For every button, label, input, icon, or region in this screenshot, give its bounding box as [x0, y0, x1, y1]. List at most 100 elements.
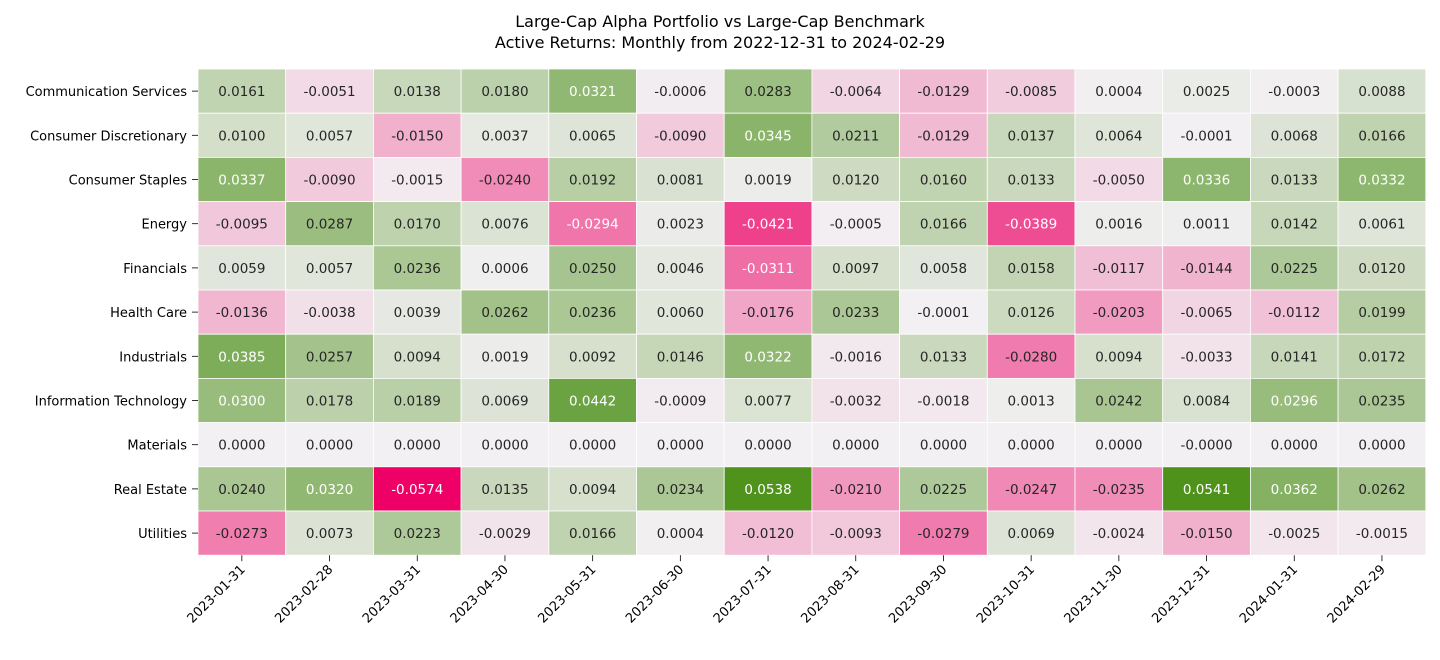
cell-value-label: -0.0144: [1180, 261, 1232, 277]
heatmap-cell: [372, 333, 462, 379]
cell-value-label: -0.0050: [1093, 173, 1145, 189]
heatmap-cell: [1162, 245, 1251, 291]
cell-value-label: 0.0138: [394, 84, 441, 100]
cell-value-label: 0.0060: [657, 305, 704, 321]
heatmap-cell: [636, 201, 725, 247]
cell-value-label: 0.0235: [1358, 394, 1405, 410]
cell-value-label: 0.0146: [657, 349, 704, 365]
column-label: 2023-08-31: [799, 562, 863, 626]
cell-value-label: 0.0262: [1358, 482, 1405, 498]
cell-value-label: -0.0001: [1180, 128, 1232, 144]
heatmap-cell: [811, 422, 901, 468]
cell-value-label: 0.0133: [1008, 173, 1055, 189]
heatmap-cell: [1162, 510, 1251, 556]
cell-value-label: 0.0059: [218, 261, 265, 277]
heatmap-cell: [548, 112, 637, 158]
cell-value-label: 0.0320: [306, 482, 353, 498]
cell-value-label: 0.0283: [744, 84, 791, 100]
cell-value-label: 0.0000: [657, 438, 704, 454]
column-label: 2023-05-31: [535, 562, 599, 626]
cell-value-label: 0.0178: [306, 394, 353, 410]
heatmap-cell: [899, 422, 988, 468]
heatmap-cell: [1074, 333, 1164, 379]
row-label: Utilities: [138, 527, 187, 542]
cell-value-label: -0.0016: [830, 349, 882, 365]
heatmap-cell: [1337, 68, 1427, 114]
cell-value-label: 0.0538: [744, 482, 791, 498]
cell-value-label: -0.0024: [1093, 526, 1145, 542]
cell-value-label: 0.0137: [1008, 128, 1055, 144]
cell-value-label: 0.0006: [481, 261, 528, 277]
cell-value-label: 0.0160: [920, 173, 967, 189]
cell-value-label: 0.0000: [1095, 438, 1142, 454]
row-label: Energy: [141, 218, 187, 233]
cell-value-label: 0.0000: [744, 438, 791, 454]
cell-value-label: 0.0057: [306, 128, 353, 144]
cell-value-label: -0.0038: [303, 305, 355, 321]
heatmap-cell: [636, 466, 725, 512]
cell-value-label: 0.0065: [569, 128, 616, 144]
heatmap-cell: [1162, 201, 1251, 247]
cell-value-label: 0.0019: [481, 349, 528, 365]
heatmap-cell: [636, 510, 725, 556]
cell-value-label: -0.0117: [1093, 261, 1145, 277]
cell-value-label: 0.0362: [1271, 482, 1318, 498]
cell-value-label: -0.0090: [303, 173, 355, 189]
cell-value-label: 0.0142: [1271, 217, 1318, 233]
heatmap-cell: [1162, 68, 1251, 114]
cell-value-label: 0.0385: [218, 349, 265, 365]
row-label: Health Care: [110, 306, 187, 321]
row-label: Consumer Staples: [69, 174, 188, 189]
cell-value-label: -0.0235: [1093, 482, 1145, 498]
cell-value-label: 0.0133: [1271, 173, 1318, 189]
column-label: 2023-04-30: [448, 562, 512, 626]
heatmap-cell: [1074, 289, 1164, 335]
cell-value-label: -0.0018: [917, 394, 969, 410]
cell-value-label: -0.0015: [1356, 526, 1408, 542]
heatmap-cell: [723, 112, 813, 158]
cell-value-label: -0.0065: [1180, 305, 1232, 321]
cell-value-label: 0.0046: [657, 261, 704, 277]
heatmap-cell: [548, 289, 637, 335]
heatmap-cell: [1337, 333, 1427, 379]
cell-value-label: 0.0296: [1271, 394, 1318, 410]
heatmap-cell: [197, 201, 287, 247]
cell-value-label: 0.0242: [1095, 394, 1142, 410]
cell-value-label: -0.0247: [1005, 482, 1057, 498]
heatmap-cell: [899, 510, 988, 556]
cell-value-label: 0.0004: [657, 526, 704, 542]
cell-value-label: -0.0203: [1093, 305, 1145, 321]
heatmap-cell: [723, 156, 813, 202]
column-label: 2024-02-29: [1325, 562, 1389, 626]
heatmap-cell: [285, 466, 374, 512]
cell-value-label: -0.0064: [830, 84, 882, 100]
heatmap-cell: [1337, 510, 1427, 556]
heatmap-cell: [460, 112, 550, 158]
heatmap-cell: [1074, 112, 1164, 158]
row-label: Information Technology: [35, 395, 188, 410]
cell-value-label: 0.0061: [1358, 217, 1405, 233]
heatmap-cell: [548, 245, 637, 291]
heatmap-cell: [1074, 201, 1164, 247]
heatmap-cell: [197, 377, 287, 423]
cell-value-label: 0.0166: [569, 526, 616, 542]
heatmap-cell: [723, 422, 813, 468]
cell-value-label: 0.0262: [481, 305, 528, 321]
heatmap-cell: [811, 289, 901, 335]
heatmap-cell: [197, 68, 287, 114]
cell-value-label: 0.0321: [569, 84, 616, 100]
cell-value-label: -0.0120: [742, 526, 794, 542]
cell-value-label: -0.0421: [742, 217, 794, 233]
chart-title: Large-Cap Alpha Portfolio vs Large-Cap B…: [515, 12, 925, 31]
heatmap-cell: [1162, 333, 1251, 379]
cell-value-label: 0.0068: [1271, 128, 1318, 144]
cell-value-label: 0.0000: [832, 438, 879, 454]
cell-value-label: -0.0129: [917, 84, 969, 100]
heatmap-cell: [1250, 201, 1339, 247]
row-label: Materials: [127, 439, 187, 454]
cell-value-label: 0.0037: [481, 128, 528, 144]
heatmap-cell: [460, 68, 550, 114]
heatmap-cell: [548, 333, 637, 379]
cell-value-label: -0.0129: [917, 128, 969, 144]
heatmap-cell: [372, 112, 462, 158]
